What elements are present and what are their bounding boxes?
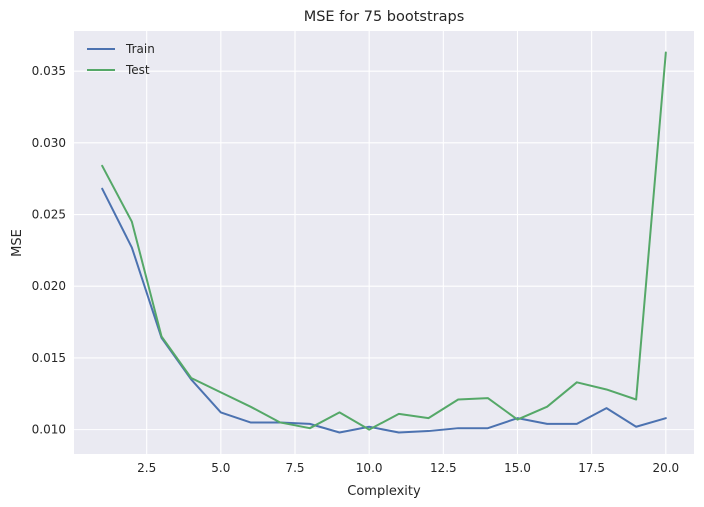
y-tick-label: 0.030 xyxy=(32,136,66,150)
x-tick-label: 15.0 xyxy=(504,461,531,475)
y-tick-label: 0.025 xyxy=(32,208,66,222)
chart-title: MSE for 75 bootstraps xyxy=(304,9,465,25)
x-tick-label: 12.5 xyxy=(430,461,457,475)
x-tick-label: 5.0 xyxy=(211,461,230,475)
legend-label-train: Train xyxy=(125,42,155,56)
plot-area xyxy=(74,31,694,454)
series-lines xyxy=(101,51,667,434)
x-axis-label: Complexity xyxy=(347,484,421,499)
legend-label-test: Test xyxy=(125,63,150,77)
x-tick-labels: 2.5 5.0 7.5 10.0 12.5 15.0 17.5 20.0 xyxy=(137,461,679,475)
series-line-train xyxy=(101,187,667,434)
x-tick-label: 7.5 xyxy=(285,461,304,475)
y-tick-label: 0.010 xyxy=(32,423,66,437)
x-tick-label: 10.0 xyxy=(356,461,383,475)
grid-lines xyxy=(74,31,694,454)
x-tick-label: 17.5 xyxy=(578,461,605,475)
x-tick-label: 2.5 xyxy=(137,461,156,475)
series-line-test xyxy=(101,51,667,431)
legend: Train Test xyxy=(87,42,155,77)
y-tick-label: 0.015 xyxy=(32,351,66,365)
y-tick-label: 0.020 xyxy=(32,279,66,293)
y-tick-labels: 0.010 0.015 0.020 0.025 0.030 0.035 xyxy=(32,64,66,436)
x-tick-label: 20.0 xyxy=(652,461,679,475)
y-axis-label: MSE xyxy=(10,229,25,257)
y-tick-label: 0.035 xyxy=(32,64,66,78)
